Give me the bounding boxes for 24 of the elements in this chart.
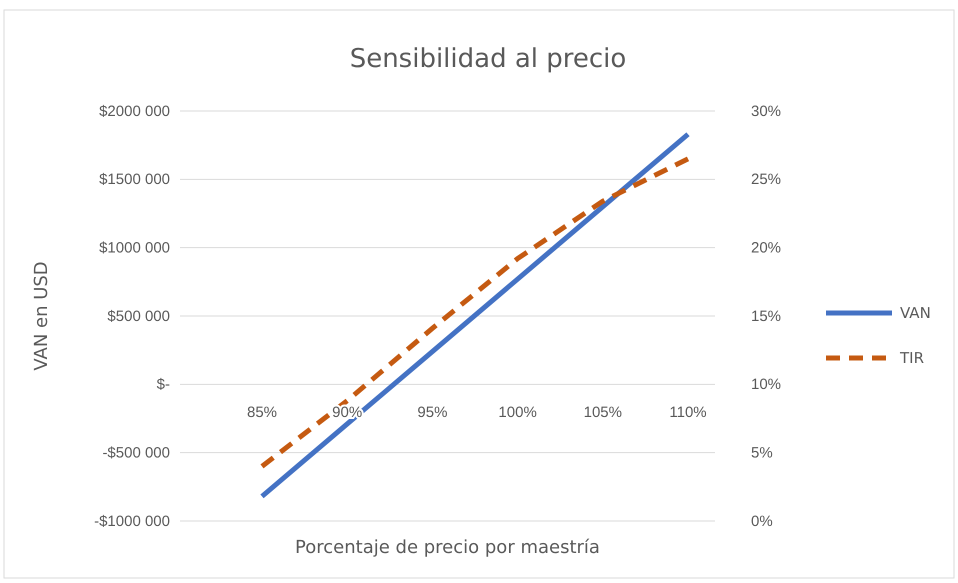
y2-tick-label: 20% <box>751 239 782 256</box>
y2-tick-label: 25% <box>751 171 782 188</box>
y-tick-label: $1000 000 <box>99 239 170 256</box>
y-tick-label: -$1000 000 <box>94 512 170 530</box>
legend-label: VAN <box>900 304 931 322</box>
y2-tick-label: 10% <box>751 376 782 394</box>
y2-tick-label: 0% <box>751 512 773 530</box>
y-tick-label: $1500 000 <box>99 171 170 188</box>
y2-tick-label: 15% <box>751 308 782 325</box>
y2-tick-label: 30% <box>751 102 782 120</box>
x-tick-label: 85% <box>246 404 278 421</box>
y2-tick-label: 5% <box>751 444 773 462</box>
x-tick-label: 95% <box>417 404 448 421</box>
x-tick-label: 100% <box>498 404 537 421</box>
x-tick-label: 110% <box>669 404 707 421</box>
y-tick-label: $500 000 <box>107 308 170 325</box>
y-tick-label: -$500 000 <box>102 444 170 462</box>
chart-title: Sensibilidad al precio <box>350 44 626 74</box>
y-tick-label: $2000 000 <box>99 102 170 120</box>
legend-label: TIR <box>899 349 924 367</box>
y-axis-title: VAN en USD <box>31 261 52 371</box>
x-axis-title: Porcentaje de precio por maestría <box>295 537 600 558</box>
x-tick-label: 105% <box>584 404 622 421</box>
y-tick-label: $- <box>156 376 170 394</box>
